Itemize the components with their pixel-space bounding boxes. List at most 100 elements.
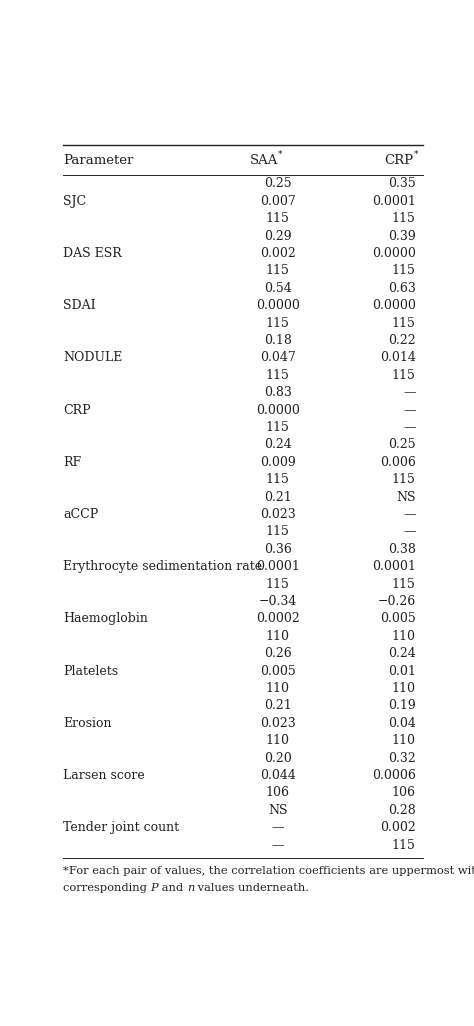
Text: 0.01: 0.01 [388,665,416,678]
Text: Haemoglobin: Haemoglobin [63,613,148,626]
Text: 0.24: 0.24 [264,438,292,451]
Text: 115: 115 [392,369,416,382]
Text: Erythrocyte sedimentation rate: Erythrocyte sedimentation rate [63,560,262,574]
Text: −0.34: −0.34 [259,595,297,608]
Text: 106: 106 [392,787,416,799]
Text: 115: 115 [392,317,416,329]
Text: 115: 115 [266,525,290,539]
Text: 0.21: 0.21 [264,700,292,712]
Text: 0.009: 0.009 [260,456,296,469]
Text: 0.32: 0.32 [388,752,416,764]
Text: 0.25: 0.25 [388,438,416,451]
Text: SAA: SAA [249,154,278,167]
Text: 0.0000: 0.0000 [256,300,300,312]
Text: 0.35: 0.35 [388,177,416,191]
Text: −0.26: −0.26 [377,595,416,608]
Text: 0.28: 0.28 [388,804,416,817]
Text: NS: NS [268,804,288,817]
Text: DAS ESR: DAS ESR [63,247,122,260]
Text: 0.21: 0.21 [264,490,292,504]
Text: P: P [150,883,158,893]
Text: 0.044: 0.044 [260,770,296,782]
Text: *: * [278,150,283,158]
Text: 110: 110 [266,682,290,695]
Text: 0.002: 0.002 [260,247,296,260]
Text: 110: 110 [266,630,290,643]
Text: 0.25: 0.25 [264,177,292,191]
Text: —: — [272,821,284,834]
Text: 0.014: 0.014 [380,352,416,364]
Text: 0.19: 0.19 [388,700,416,712]
Text: SDAI: SDAI [63,300,96,312]
Text: —: — [403,403,416,417]
Text: SJC: SJC [63,195,86,208]
Text: —: — [403,421,416,434]
Text: 115: 115 [392,265,416,277]
Text: 110: 110 [392,682,416,695]
Text: 0.24: 0.24 [388,647,416,661]
Text: 0.0000: 0.0000 [372,300,416,312]
Text: 0.20: 0.20 [264,752,292,764]
Text: 115: 115 [392,578,416,591]
Text: 0.002: 0.002 [380,821,416,834]
Text: 0.023: 0.023 [260,717,296,729]
Text: Erosion: Erosion [63,717,111,729]
Text: NS: NS [396,490,416,504]
Text: —: — [403,508,416,521]
Text: 0.38: 0.38 [388,543,416,556]
Text: CRP: CRP [384,154,414,167]
Text: 115: 115 [266,421,290,434]
Text: 0.007: 0.007 [260,195,296,208]
Text: 110: 110 [392,630,416,643]
Text: 0.63: 0.63 [388,282,416,294]
Text: 0.83: 0.83 [264,386,292,399]
Text: 115: 115 [392,212,416,226]
Text: 0.0000: 0.0000 [372,247,416,260]
Text: Platelets: Platelets [63,665,118,678]
Text: n: n [187,883,194,893]
Text: *: * [414,150,419,158]
Text: 0.54: 0.54 [264,282,292,294]
Text: 115: 115 [392,838,416,852]
Text: 0.005: 0.005 [380,613,416,626]
Text: 0.0000: 0.0000 [256,403,300,417]
Text: Tender joint count: Tender joint count [63,821,179,834]
Text: 0.006: 0.006 [380,456,416,469]
Text: 0.29: 0.29 [264,230,292,243]
Text: values underneath.: values underneath. [194,883,309,893]
Text: aCCP: aCCP [63,508,98,521]
Text: 0.0002: 0.0002 [256,613,300,626]
Text: —: — [272,838,284,852]
Text: 0.39: 0.39 [388,230,416,243]
Text: 106: 106 [266,787,290,799]
Text: 0.18: 0.18 [264,334,292,347]
Text: NODULE: NODULE [63,352,122,364]
Text: 0.22: 0.22 [388,334,416,347]
Text: 115: 115 [266,317,290,329]
Text: 0.36: 0.36 [264,543,292,556]
Text: *: * [63,866,69,876]
Text: 0.0001: 0.0001 [372,560,416,574]
Text: 115: 115 [266,212,290,226]
Text: and: and [158,883,187,893]
Text: 0.047: 0.047 [260,352,296,364]
Text: 115: 115 [266,473,290,486]
Text: Parameter: Parameter [63,154,133,167]
Text: 0.26: 0.26 [264,647,292,661]
Text: Larsen score: Larsen score [63,770,145,782]
Text: 0.0001: 0.0001 [256,560,300,574]
Text: 0.005: 0.005 [260,665,296,678]
Text: corresponding: corresponding [63,883,150,893]
Text: 115: 115 [392,473,416,486]
Text: 0.0006: 0.0006 [372,770,416,782]
Text: 115: 115 [266,578,290,591]
Text: —: — [403,525,416,539]
Text: —: — [403,386,416,399]
Text: 110: 110 [266,735,290,747]
Text: 0.0001: 0.0001 [372,195,416,208]
Text: RF: RF [63,456,81,469]
Text: 115: 115 [266,265,290,277]
Text: CRP: CRP [63,403,91,417]
Text: 0.04: 0.04 [388,717,416,729]
Text: For each pair of values, the correlation coefficients are uppermost with the: For each pair of values, the correlation… [69,866,474,876]
